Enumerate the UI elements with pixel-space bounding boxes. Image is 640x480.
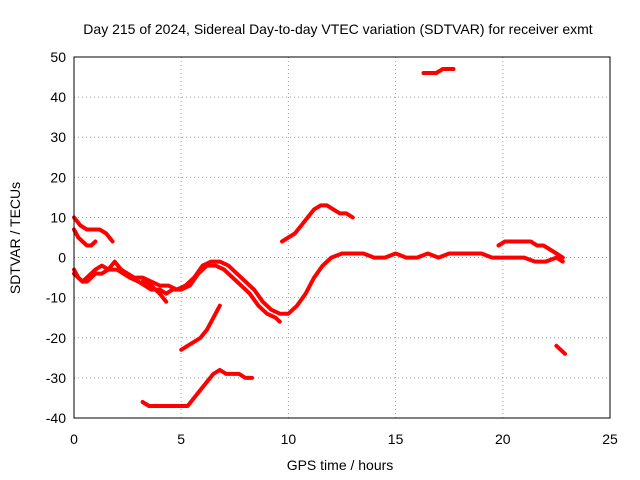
x-tick-label: 25 xyxy=(602,431,618,447)
y-tick-label: 20 xyxy=(50,169,66,185)
x-tick-label: 0 xyxy=(70,431,78,447)
y-tick-label: 10 xyxy=(50,209,66,225)
series-track-minus10-spur xyxy=(140,279,169,304)
series-track-upper-left xyxy=(72,215,115,244)
series-group xyxy=(72,67,567,408)
series-track-bottom xyxy=(140,367,254,408)
y-tick-label: -10 xyxy=(46,290,66,306)
y-tick-label: 40 xyxy=(50,89,66,105)
plot-frame xyxy=(73,56,611,419)
series-track-top xyxy=(421,67,456,75)
chart-title: Day 215 of 2024, Sidereal Day-to-day VTE… xyxy=(83,21,592,37)
x-tick-label: 10 xyxy=(281,431,297,447)
x-axis-label: GPS time / hours xyxy=(287,457,394,473)
series-track-right-hump xyxy=(496,239,565,260)
series-track-lower-a xyxy=(72,263,282,324)
y-tick-label: 50 xyxy=(50,49,66,65)
x-tick-label: 20 xyxy=(495,431,511,447)
series-track-right-spur xyxy=(554,343,567,356)
y-tick-label: -40 xyxy=(46,410,66,426)
series-track-left-hook xyxy=(72,227,98,248)
series-track-main xyxy=(72,251,565,316)
y-tick-label: 30 xyxy=(50,129,66,145)
grid xyxy=(74,57,610,418)
x-tick-label: 15 xyxy=(388,431,404,447)
series-track-rise-left xyxy=(179,303,222,352)
y-tick-label: -20 xyxy=(46,330,66,346)
x-tick-label: 5 xyxy=(177,431,185,447)
y-tick-label: -30 xyxy=(46,370,66,386)
y-tick-labels: -40 -30 -20 -10 0 10 20 30 40 50 xyxy=(46,49,66,426)
y-tick-label: 0 xyxy=(58,250,66,266)
series-track-arc xyxy=(280,203,355,244)
x-tick-labels: 0 5 10 15 20 25 xyxy=(70,431,618,447)
y-axis-label: SDTVAR / TECUs xyxy=(7,182,23,294)
